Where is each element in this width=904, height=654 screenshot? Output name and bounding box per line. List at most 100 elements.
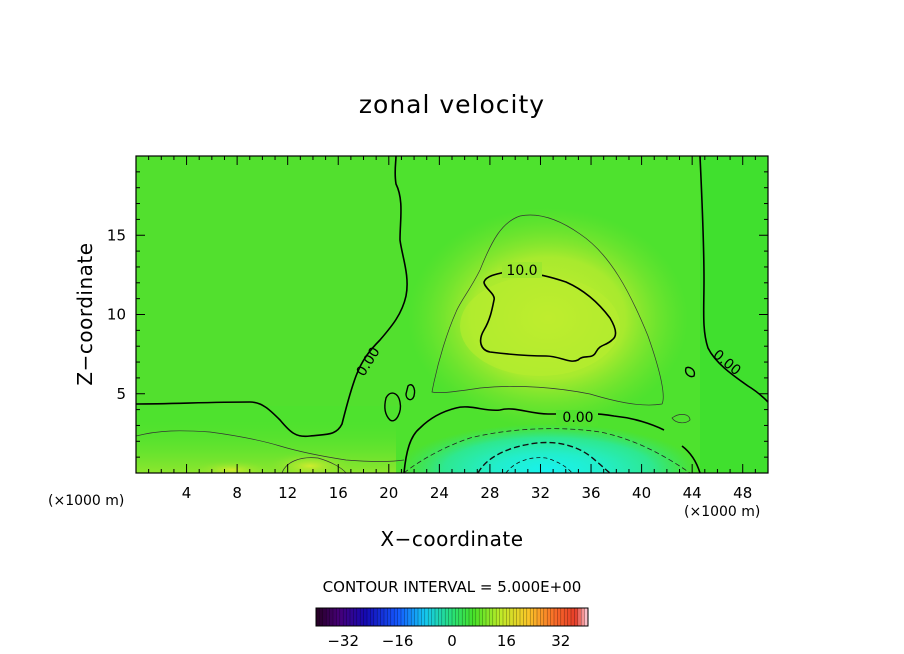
x-axis-label: X−coordinate [380, 527, 523, 551]
contour-neg5 [403, 428, 691, 473]
contour-zero-island-3 [684, 366, 696, 378]
colorbar-cell [387, 608, 392, 626]
contour-label-zero-mid: 0.00 [562, 410, 593, 426]
colorbar-cell [448, 608, 453, 626]
colorbar-cell [428, 608, 432, 626]
colorbar-cell [520, 608, 524, 626]
colorbar-ticks: −32 −16 0 16 32 [327, 632, 570, 650]
colorbar-cell [363, 608, 368, 626]
colorbar-cell [530, 608, 534, 626]
colorbar-cell [397, 608, 402, 626]
colorbar-cell [581, 608, 585, 626]
x-tick-label: 48 [733, 484, 752, 502]
colorbar-cell [567, 608, 572, 626]
positive-jet-inner [460, 276, 620, 376]
contour-neg10 [477, 441, 611, 473]
colorbar-cell [540, 608, 545, 626]
contour-10 [479, 271, 617, 362]
contour-zero-island [384, 392, 402, 422]
colorbar-cell [377, 608, 381, 626]
x-tick-label: 20 [379, 484, 398, 502]
colorbar-cell [479, 608, 483, 626]
colorbar-tick-label: 32 [551, 632, 570, 650]
colorbar-cell [506, 608, 511, 626]
x-tick-label: 36 [581, 484, 600, 502]
colorbar-cell [486, 608, 490, 626]
colorbar-cell [343, 608, 347, 626]
contour-5-left [136, 430, 405, 462]
contour-5-island [671, 414, 691, 424]
colorbar-cell [496, 608, 500, 626]
colorbar-cell [452, 608, 456, 626]
colorbar-cell [564, 608, 568, 626]
colorbar-cell [424, 608, 429, 626]
colorbar-cell [469, 608, 473, 626]
colorbar-cell [401, 608, 405, 626]
contour-zero-mid [403, 406, 665, 473]
colorbar [315, 607, 589, 627]
contour-neg15 [505, 457, 573, 473]
colorbar-cell [455, 608, 460, 626]
colorbar-cell [336, 608, 341, 626]
colorbar-cell [577, 608, 582, 626]
colorbar-cell [350, 608, 354, 626]
colorbar-cell [339, 608, 344, 626]
colorbar-cell [421, 608, 426, 626]
field-shade-left [136, 156, 400, 406]
x-tick-label: 4 [182, 484, 192, 502]
colorbar-cell [537, 608, 541, 626]
colorbar-cell [560, 608, 565, 626]
colorbar-cell [462, 608, 466, 626]
colorbar-cell [499, 608, 504, 626]
colorbar-cell [584, 608, 589, 626]
colorbar-cell [445, 608, 449, 626]
colorbar-cell [329, 608, 334, 626]
y-tick-label: 5 [116, 385, 126, 403]
colorbar-frame [315, 607, 589, 627]
colorbar-cell [557, 608, 562, 626]
colorbar-cell [509, 608, 514, 626]
colorbar-cell [526, 608, 531, 626]
colorbar-cell [407, 608, 412, 626]
colorbar-cell [411, 608, 415, 626]
x-tick-label: 16 [329, 484, 348, 502]
colorbar-cell [472, 608, 477, 626]
colorbar-cell [503, 608, 507, 626]
field-shade-right [700, 156, 768, 473]
contour-label-10: 10.0 [506, 263, 537, 279]
colorbar-cell [571, 608, 575, 626]
contour-zero-right [699, 156, 768, 403]
colorbar-tick-label: −32 [327, 632, 359, 650]
colorbar-tick-label: −16 [382, 632, 414, 650]
plot-area [136, 156, 768, 473]
contour-interval: CONTOUR INTERVAL = 5.000E+00 [323, 578, 582, 596]
colorbar-cell [523, 608, 528, 626]
colorbar-cell [404, 608, 409, 626]
colorbar-cell [316, 608, 320, 626]
contour-zero-left [136, 156, 408, 438]
chart-title: zonal velocity [359, 90, 545, 119]
y-ticks: 5 10 15 [107, 171, 768, 458]
colorbar-cell [543, 608, 548, 626]
colorbar-cell [370, 608, 375, 626]
colorbar-cell [438, 608, 443, 626]
colorbar-cell [513, 608, 517, 626]
colorbar-cell [547, 608, 551, 626]
x-tick-label: 32 [531, 484, 550, 502]
contour-5-upper [431, 214, 664, 406]
colorbar-cell [384, 608, 388, 626]
colorbar-cell [322, 608, 327, 626]
colorbar-cell [550, 608, 555, 626]
contour-label-bg-2 [556, 410, 598, 426]
x-tick-label: 24 [430, 484, 449, 502]
colorbar-cell [390, 608, 395, 626]
positive-surface-blob-2 [192, 460, 272, 473]
contour-zero-surface [681, 445, 701, 473]
x-unit-left: (×1000 m) [48, 493, 124, 509]
colorbar-cell [431, 608, 436, 626]
colorbar-cell [356, 608, 361, 626]
colorbar-cell [554, 608, 558, 626]
colorbar-cell [326, 608, 330, 626]
colorbar-tick-label: 16 [497, 632, 516, 650]
contour-zero-island-2 [405, 384, 416, 401]
